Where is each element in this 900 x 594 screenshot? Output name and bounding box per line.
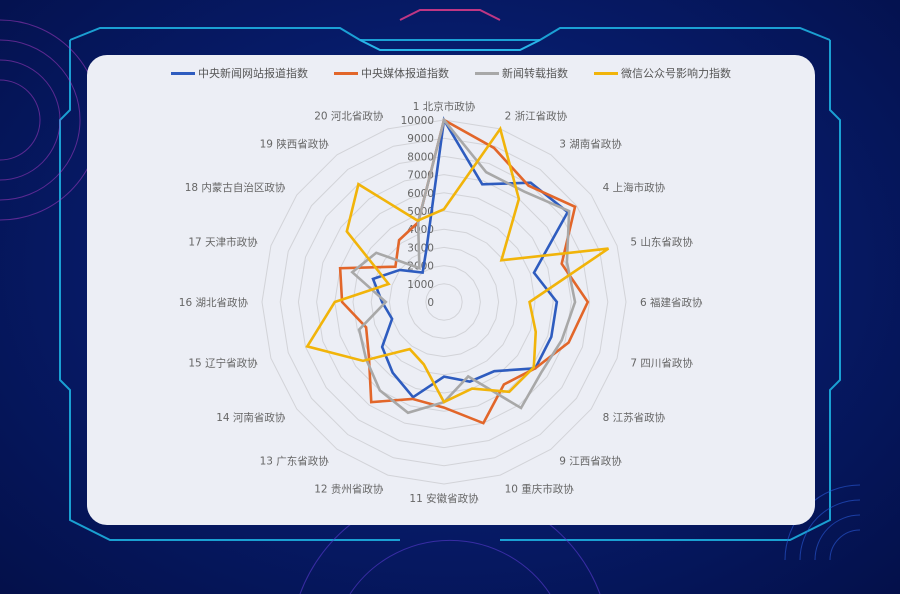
- left-arcs: [0, 19, 101, 221]
- legend-item[interactable]: 新闻转载指数: [475, 65, 568, 81]
- axis-label: 10 重庆市政协: [505, 482, 575, 495]
- chart-card: 中央新闻网站报道指数 中央媒体报道指数 新闻转载指数 微信公众号影响力指数 0 1…: [87, 55, 815, 525]
- tick-label: 1000: [407, 279, 434, 291]
- axis-label: 5 山东省政协: [630, 235, 693, 248]
- radar-chart: 0100020003000400050006000700080009000100…: [179, 100, 703, 505]
- frame-right: [500, 40, 841, 541]
- legend-item[interactable]: 中央媒体报道指数: [334, 65, 449, 81]
- grid-ring: [334, 192, 554, 412]
- legend-item[interactable]: 微信公众号影响力指数: [594, 65, 731, 81]
- axis-label: 13 广东省政协: [260, 455, 330, 468]
- legend-label: 中央媒体报道指数: [361, 67, 449, 80]
- legend-swatch: [171, 71, 195, 75]
- axis-label: 18 内蒙古自治区政协: [185, 181, 286, 194]
- axis-label: 15 辽宁省政协: [188, 357, 258, 370]
- grid-ring: [425, 283, 463, 321]
- grid-ring: [316, 174, 572, 430]
- frame-left: [59, 40, 400, 541]
- axis-label: 4 上海市政协: [603, 181, 666, 194]
- tick-label: 3000: [407, 242, 434, 254]
- legend-label: 新闻转载指数: [502, 67, 568, 80]
- legend: 中央新闻网站报道指数 中央媒体报道指数 新闻转载指数 微信公众号影响力指数: [87, 65, 815, 81]
- frame-top-accent: [399, 9, 501, 21]
- legend-label: 微信公众号影响力指数: [621, 67, 731, 80]
- axis-label: 16 湖北省政协: [179, 296, 249, 309]
- tick-label: 6000: [407, 188, 434, 200]
- axis-label: 2 浙江省政协: [505, 110, 568, 123]
- grid-ring: [388, 246, 500, 358]
- grid-ring: [261, 119, 627, 485]
- axis-label: 19 陕西省政协: [260, 137, 330, 150]
- axis-label: 11 安徽省政协: [409, 492, 479, 505]
- axis-label: 14 河南省政协: [216, 411, 286, 424]
- frame-top-accent: [359, 39, 541, 51]
- tick-label: 7000: [407, 170, 434, 182]
- axis-label: 9 江西省政协: [559, 455, 622, 468]
- tick-label: 9000: [407, 133, 434, 145]
- legend-swatch: [594, 71, 618, 75]
- axis-label: 3 湖南省政协: [559, 137, 622, 150]
- legend-item[interactable]: 中央新闻网站报道指数: [171, 65, 308, 81]
- axis-label: 20 河北省政协: [314, 110, 384, 123]
- frame-top: [69, 27, 831, 41]
- axis-label: 6 福建省政协: [640, 296, 703, 309]
- legend-swatch: [475, 71, 499, 75]
- legend-swatch: [334, 71, 358, 75]
- axis-label: 8 江苏省政协: [603, 411, 666, 424]
- series-line: [371, 116, 570, 399]
- tick-label: 10000: [401, 115, 434, 127]
- axis-label: 17 天津市政协: [188, 235, 258, 248]
- axis-label: 1 北京市政协: [413, 100, 476, 113]
- grid-ring: [279, 137, 609, 467]
- axis-label: 12 贵州省政协: [314, 482, 384, 495]
- tick-label: 8000: [407, 151, 434, 163]
- legend-label: 中央新闻网站报道指数: [198, 67, 308, 80]
- grid-ring: [407, 265, 481, 339]
- axis-label: 7 四川省政协: [630, 357, 693, 370]
- tick-label: 0: [427, 297, 434, 309]
